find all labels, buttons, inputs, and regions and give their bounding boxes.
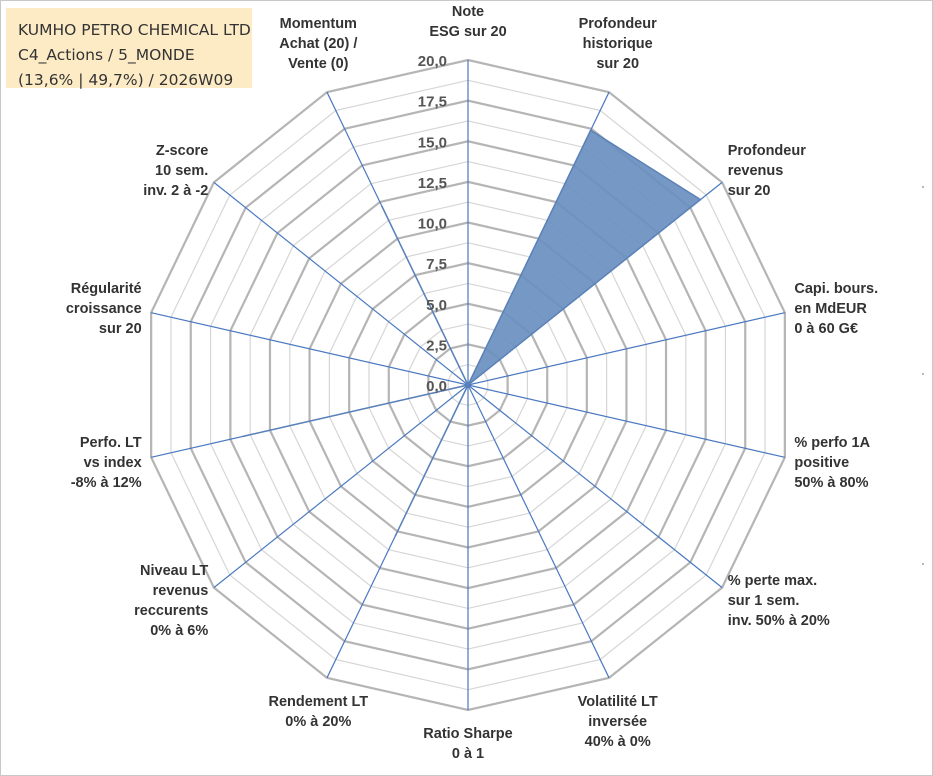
axis-label: Régularité croissance sur 20 <box>66 281 142 337</box>
axis-label-line: 0% à 20% <box>285 714 351 730</box>
r-tick-label: 5,0 <box>426 297 447 314</box>
axis-label-line: inv. 50% à 20% <box>728 613 830 629</box>
axis-label-line: Volatilité LT <box>578 694 658 710</box>
r-tick-label: 12,5 <box>418 175 447 192</box>
axis-label-line: Rendement LT <box>268 694 368 710</box>
axis-label-line: 0% à 6% <box>150 623 208 639</box>
radar-spoke <box>213 181 469 386</box>
axis-label: Volatilité LT inversée 40% à 0% <box>578 694 658 750</box>
axis-label-line: sur 1 sem. <box>728 593 800 609</box>
axis-label-line: Niveau LT <box>140 563 208 579</box>
axis-label-line: % perfo 1A <box>794 435 870 451</box>
axis-label: Profondeur revenus sur 20 <box>728 143 806 199</box>
axis-label-line: Régularité <box>71 281 142 297</box>
axis-label-line: Z-score <box>156 143 208 159</box>
axis-label-line: Profondeur <box>728 143 806 159</box>
axis-label: Capi. bours. en MdEUR 0 à 60 G€ <box>794 281 878 337</box>
axis-label: Note ESG sur 20 <box>429 4 506 40</box>
axis-label: Profondeur historique sur 20 <box>579 16 657 72</box>
axis-label-line: Achat (20) / <box>279 36 357 52</box>
series-area <box>242 129 702 537</box>
side-marker <box>922 563 924 565</box>
r-tick-label: 17,5 <box>418 94 447 111</box>
axis-label-line: Note <box>452 4 484 20</box>
r-tick-label: 10,0 <box>418 216 447 233</box>
r-tick-label: 0,0 <box>426 378 447 395</box>
axis-label: % perte max. sur 1 sem. inv. 50% à 20% <box>728 573 830 629</box>
axis-label: Niveau LT revenus reccurents 0% à 6% <box>134 563 208 639</box>
r-tick-label: 20,0 <box>418 53 447 70</box>
data-point <box>242 435 244 438</box>
axis-label-line: positive <box>794 455 849 471</box>
axis-label-line: ESG sur 20 <box>429 24 506 40</box>
axis-label-line: inv. 2 à -2 <box>143 183 208 199</box>
radar-spoke <box>467 384 723 589</box>
axis-label-line: croissance <box>66 301 142 317</box>
axis-label-line: Momentum <box>280 16 357 32</box>
chart-title-stats: (13,6% | 49,7%) / 2026W09 <box>18 71 234 89</box>
axis-label: Perfo. LT vs index -8% à 12% <box>71 435 142 491</box>
axis-label-line: vs index <box>84 455 142 471</box>
axis-label-line: Perfo. LT <box>80 435 142 451</box>
radar-spoke <box>467 384 610 679</box>
radar-spoke <box>213 384 469 589</box>
axis-label-line: historique <box>583 36 653 52</box>
side-marker <box>922 373 924 375</box>
axis-label-line: sur 20 <box>728 183 771 199</box>
r-tick-label: 15,0 <box>418 134 447 151</box>
axis-label-line: % perte max. <box>728 573 817 589</box>
r-tick-label: 7,5 <box>426 256 447 273</box>
axis-label-line: Profondeur <box>579 16 657 32</box>
radar-spoke <box>467 384 785 458</box>
data-point <box>394 534 397 537</box>
data-point <box>467 384 469 386</box>
data-point <box>699 198 702 201</box>
axis-label: Momentum Achat (20) / Vente (0) <box>279 16 357 72</box>
axis-label: Ratio Sharpe 0 à 1 <box>423 726 512 762</box>
radar-spoke <box>467 312 785 386</box>
axis-label: Z-score 10 sem. inv. 2 à -2 <box>143 143 208 199</box>
axis-label-line: revenus <box>728 163 784 179</box>
axis-label: % perfo 1A positive 50% à 80% <box>794 435 870 491</box>
axis-label-line: Vente (0) <box>288 56 349 72</box>
axis-label-line: reccurents <box>134 603 208 619</box>
chart-title-company: KUMHO PETRO CHEMICAL LTD <box>18 21 251 39</box>
r-tick-label: 2,5 <box>426 337 447 354</box>
axis-label-line: sur 20 <box>596 56 639 72</box>
axis-label-line: Ratio Sharpe <box>423 726 512 742</box>
axis-label-line: Capi. bours. <box>794 281 878 297</box>
axis-label-line: sur 20 <box>99 321 142 337</box>
axis-label-line: revenus <box>153 583 209 599</box>
radar-spoke <box>151 312 469 386</box>
chart-title-box: KUMHO PETRO CHEMICAL LTD C4_Actions / 5_… <box>6 8 252 89</box>
axis-label: Rendement LT 0% à 20% <box>268 694 368 730</box>
axis-label-line: 50% à 80% <box>794 475 868 491</box>
axis-label-line: 10 sem. <box>155 163 208 179</box>
axis-label-line: 0 à 1 <box>452 746 484 762</box>
chart-title-portfolio: C4_Actions / 5_MONDE <box>18 46 195 64</box>
data-point <box>589 129 592 132</box>
axis-label-line: en MdEUR <box>794 301 867 317</box>
axis-label-line: -8% à 12% <box>71 475 142 491</box>
axis-label-line: 0 à 60 G€ <box>794 321 858 337</box>
axis-label-line: 40% à 0% <box>585 734 651 750</box>
side-marker <box>922 186 924 188</box>
data-point <box>381 205 383 208</box>
axis-label-line: inversée <box>588 714 647 730</box>
